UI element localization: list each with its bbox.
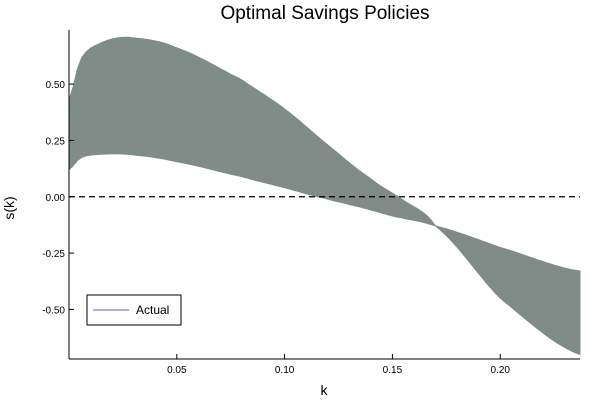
policy-line (68, 112, 581, 301)
y-tick-label: -0.25 (42, 249, 65, 260)
legend: Actual (86, 294, 182, 326)
x-tick-label: 0.10 (275, 365, 295, 376)
x-tick-label: 0.20 (490, 365, 510, 376)
policy-line (68, 77, 581, 326)
legend-label: Actual (136, 303, 169, 317)
chart-title: Optimal Savings Policies (220, 3, 429, 24)
policy-line (68, 54, 581, 343)
policy-line (68, 147, 581, 276)
policy-line (68, 101, 581, 309)
x-axis-label: k (321, 382, 329, 398)
y-tick-label: 0.25 (46, 136, 66, 147)
policy-line (68, 42, 581, 351)
x-tick-label: 0.05 (167, 365, 187, 376)
plot-area (68, 36, 581, 356)
y-axis-label: s(k) (1, 196, 17, 219)
x-tick-label: 0.15 (383, 365, 403, 376)
y-tick-label: 0.50 (46, 80, 66, 91)
axes: 0.05 0.10 0.15 0.20 -0.50 -0.25 0.00 0.25 0.50 (42, 30, 580, 376)
policy-line (68, 89, 581, 318)
policy-line (68, 124, 581, 293)
policy-line (68, 136, 581, 284)
y-tick-label: 0.00 (46, 193, 66, 204)
y-tick-label: -0.50 (42, 305, 65, 316)
policy-line (68, 66, 581, 334)
